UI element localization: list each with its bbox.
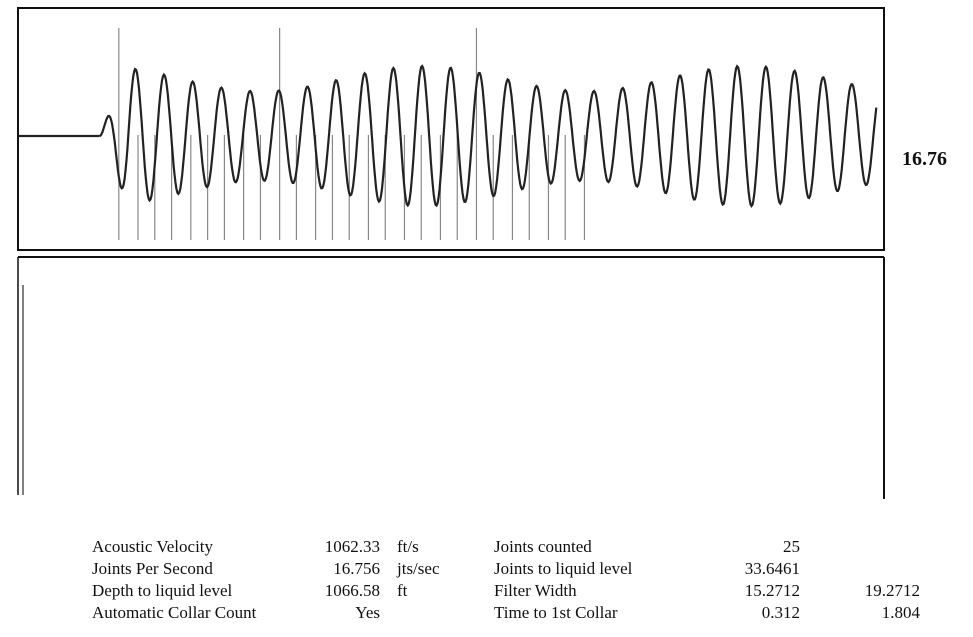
stats-unit-3: ft [397, 581, 408, 600]
stats-unit-2: jts/sec [397, 559, 440, 578]
stats-label-4: Automatic Collar Count [92, 603, 257, 622]
stats-unit-1: ft/s [397, 537, 419, 556]
joints-per-second-readout: 16.76 [902, 148, 947, 170]
stats-value-3: 1066.58 [324, 581, 380, 600]
stats-label-1: Acoustic Velocity [92, 537, 214, 556]
stats-value2-3: 15.2712 [744, 581, 800, 600]
stats-label-2: Joints Per Second [92, 559, 213, 578]
stats-label2-2: Joints to liquid level [494, 559, 633, 578]
stats-value3-3: 19.2712 [864, 581, 920, 600]
stats-value3-4: 1.804 [881, 603, 920, 622]
wave-trace [18, 64, 878, 208]
stats-label2-3: Filter Width [494, 581, 577, 600]
stats-label2-4: Time to 1st Collar [494, 603, 618, 622]
acoustic-wave-chart [17, 7, 885, 251]
stats-value2-4: 0.312 [761, 603, 800, 622]
stats-value2-2: 33.6461 [744, 559, 800, 578]
stats-value-4: Yes [355, 603, 380, 622]
stats-value2-1: 25 [783, 537, 800, 556]
wave-frame [17, 7, 885, 251]
stats-label-3: Depth to liquid level [92, 581, 233, 600]
stats-label2-1: Joints counted [494, 537, 592, 556]
stats-value-2: 16.756 [333, 559, 380, 578]
stats-value-1: 1062.33 [324, 537, 380, 556]
liquid-level-panel [17, 256, 885, 499]
stats-table: Acoustic Velocity 1062.33 ft/s Joints count… [0, 536, 973, 637]
